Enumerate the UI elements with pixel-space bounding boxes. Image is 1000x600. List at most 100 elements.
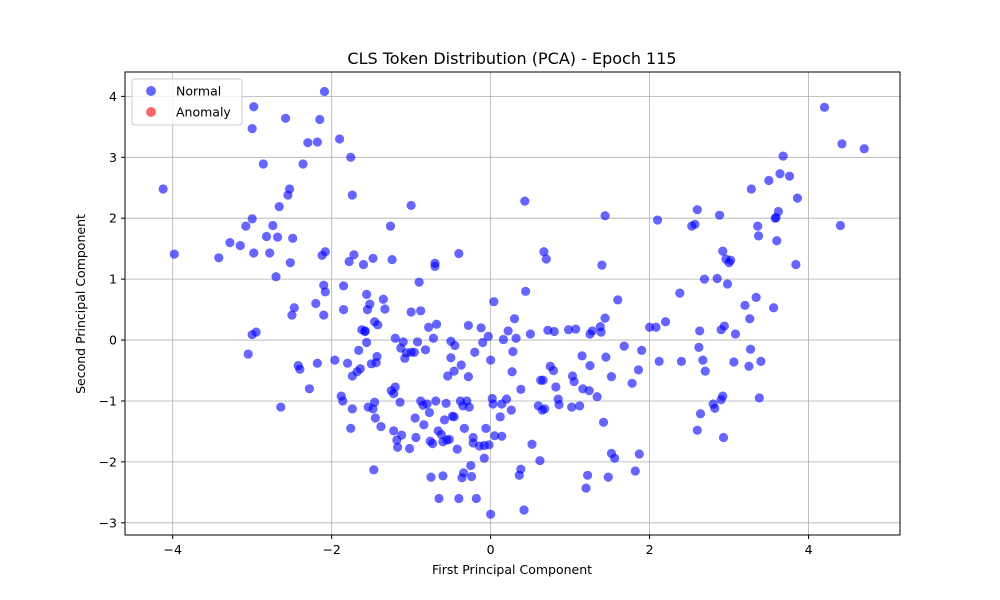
data-point-normal — [606, 372, 617, 382]
data-point-normal — [569, 376, 579, 387]
data-point-normal — [676, 356, 687, 366]
data-point-normal — [695, 409, 706, 419]
data-point-normal — [330, 355, 340, 365]
legend-label-normal: Normal — [176, 84, 221, 99]
data-point-normal — [637, 345, 647, 356]
data-point-normal — [358, 259, 369, 270]
data-point-normal — [754, 393, 764, 403]
data-point-normal — [819, 102, 830, 112]
data-point-normal — [714, 210, 725, 220]
data-point-normal — [501, 394, 512, 404]
data-point-normal — [506, 405, 516, 415]
plot-frame — [124, 71, 901, 536]
data-point-normal — [587, 326, 597, 336]
data-point-normal — [320, 287, 330, 297]
data-point-normal — [745, 344, 756, 354]
data-point-normal — [319, 86, 330, 97]
data-point-normal — [450, 340, 460, 351]
data-point-normal — [370, 413, 380, 423]
data-point-normal — [406, 200, 416, 211]
data-point-normal — [726, 255, 736, 265]
data-point-normal — [393, 442, 403, 452]
data-point-normal — [214, 253, 224, 263]
data-point-normal — [409, 347, 419, 357]
data-point-normal — [258, 159, 268, 169]
data-point-normal — [627, 378, 637, 388]
data-point-normal — [280, 113, 291, 123]
y-tick-label: 2 — [109, 211, 117, 226]
data-point-normal — [241, 221, 251, 231]
data-point-normal — [613, 295, 623, 305]
data-point-normal — [746, 184, 756, 194]
data-point-normal — [424, 407, 435, 418]
data-point-normal — [495, 412, 505, 422]
data-point-normal — [416, 306, 426, 316]
x-axis-label: First Principal Component — [432, 562, 592, 577]
data-point-normal — [675, 288, 685, 298]
data-point-normal — [344, 256, 354, 267]
data-point-normal — [368, 253, 378, 264]
data-point-normal — [699, 274, 710, 284]
data-point-normal — [362, 289, 372, 299]
data-point-normal — [466, 460, 476, 471]
data-point-normal — [424, 322, 434, 332]
y-tick-label: 0 — [109, 333, 117, 348]
data-point-normal — [419, 420, 429, 430]
data-point-normal — [700, 366, 710, 376]
data-point-normal — [567, 402, 577, 412]
data-point-normal — [729, 357, 739, 367]
data-point-normal — [516, 464, 526, 474]
data-point-normal — [784, 171, 795, 181]
data-point-normal — [438, 471, 448, 481]
data-point-normal — [158, 184, 168, 194]
data-point-normal — [287, 310, 297, 320]
data-point-normal — [376, 421, 386, 432]
data-point-normal — [792, 193, 803, 203]
data-point-normal — [289, 303, 299, 313]
data-point-normal — [619, 341, 629, 351]
data-point-normal — [519, 505, 529, 515]
legend-marker-normal — [146, 86, 156, 96]
data-point-normal — [486, 355, 496, 365]
legend: Normal Anomaly — [131, 78, 243, 126]
data-point-normal — [441, 398, 451, 409]
data-point-normal — [312, 137, 322, 147]
data-point-normal — [753, 221, 763, 231]
data-point-normal — [411, 432, 421, 443]
data-point-normal — [751, 292, 761, 303]
data-point-normal — [464, 402, 474, 412]
data-point-normal — [404, 443, 415, 454]
data-point-normal — [387, 255, 397, 265]
y-tick-label: 1 — [109, 272, 117, 287]
y-tick-label: 3 — [109, 150, 117, 165]
data-point-normal — [470, 347, 480, 357]
data-point-normal — [592, 392, 602, 402]
data-point-normal — [431, 319, 442, 329]
data-point-normal — [581, 483, 591, 493]
data-point-normal — [273, 232, 283, 242]
data-point-normal — [449, 366, 459, 376]
data-point-normal — [489, 297, 499, 307]
data-point-normal — [298, 159, 308, 169]
data-point-normal — [251, 327, 261, 337]
points-layer — [158, 86, 869, 519]
data-point-normal — [859, 144, 869, 154]
data-point-normal — [837, 139, 847, 149]
data-point-normal — [355, 364, 365, 374]
data-point-normal — [756, 356, 766, 366]
data-point-normal — [385, 221, 396, 231]
y-axis-label: Second Principal Component — [73, 214, 88, 394]
data-point-normal — [459, 468, 469, 478]
data-point-normal — [630, 466, 640, 476]
data-point-normal — [449, 412, 459, 422]
data-point-normal — [773, 206, 783, 217]
data-point-normal — [261, 231, 272, 242]
data-point-normal — [745, 314, 755, 324]
y-tick-label: −2 — [99, 454, 117, 469]
data-point-normal — [571, 324, 581, 334]
x-tick-label: −4 — [163, 542, 181, 557]
data-point-normal — [710, 403, 720, 413]
data-point-normal — [722, 279, 733, 289]
data-point-normal — [304, 384, 315, 394]
data-point-normal — [463, 320, 473, 331]
